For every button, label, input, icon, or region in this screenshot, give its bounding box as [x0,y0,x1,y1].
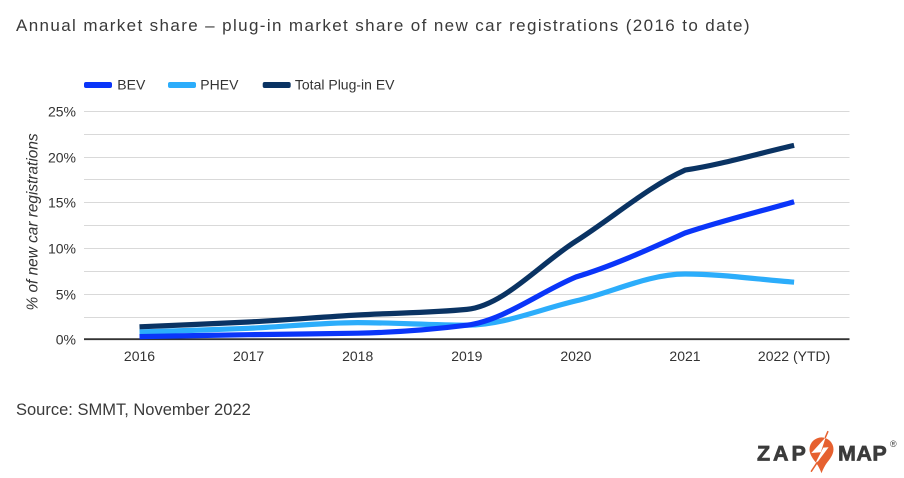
svg-text:®: ® [890,439,897,449]
svg-text:Source: SMMT, November 2022: Source: SMMT, November 2022 [16,401,251,419]
svg-text:10%: 10% [48,241,76,257]
svg-text:25%: 25% [48,104,76,120]
svg-text:BEV: BEV [117,77,146,93]
svg-text:15%: 15% [48,195,76,211]
svg-text:2022 (YTD): 2022 (YTD) [758,348,830,364]
svg-text:5%: 5% [56,287,76,303]
svg-text:Total Plug-in EV: Total Plug-in EV [295,77,395,93]
svg-text:0%: 0% [56,331,76,347]
svg-text:2016: 2016 [124,348,155,364]
svg-text:2020: 2020 [560,348,591,364]
svg-text:ZAP: ZAP [757,441,809,465]
svg-text:PHEV: PHEV [200,77,239,93]
svg-text:MAP: MAP [838,441,887,465]
svg-text:20%: 20% [48,150,76,166]
svg-text:2021: 2021 [669,348,700,364]
svg-text:2019: 2019 [451,348,482,364]
svg-text:% of new car registrations: % of new car registrations [24,133,41,310]
svg-text:2018: 2018 [342,348,373,364]
svg-text:Annual market share – plug-in: Annual market share – plug-in market sha… [16,16,751,35]
svg-text:2017: 2017 [233,348,264,364]
